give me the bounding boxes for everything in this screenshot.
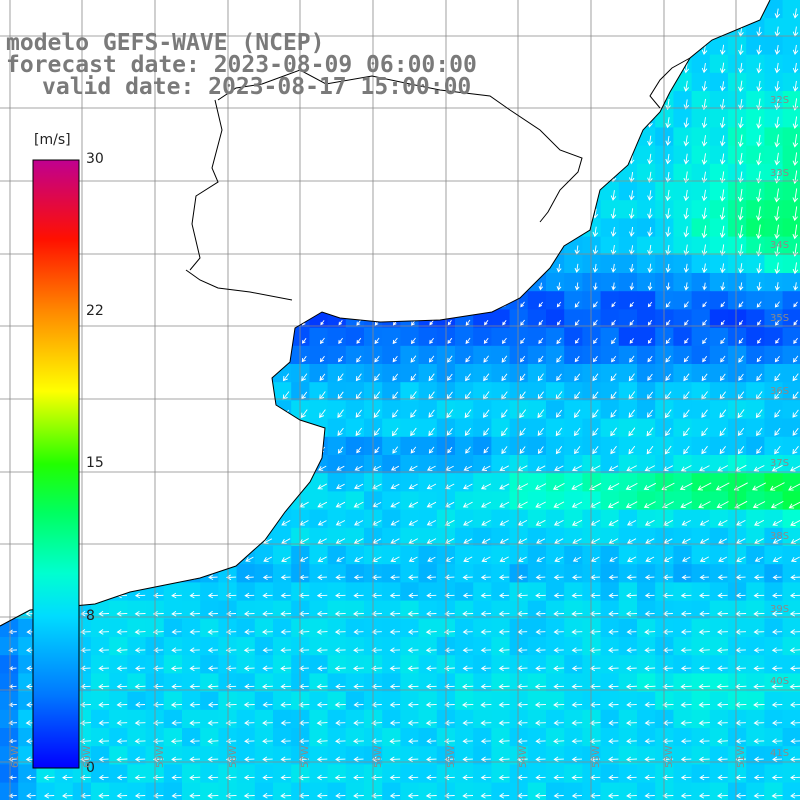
- lon-label: 52W: [664, 745, 675, 768]
- colorbar-tick-15: 15: [86, 455, 104, 471]
- lagoon-outline: [649, 57, 691, 109]
- map-title-model: modelo GEFS-WAVE (NCEP): [6, 30, 325, 56]
- border-line: [217, 69, 583, 223]
- lat-label: 37S: [770, 458, 790, 469]
- lat-label: 32S: [770, 95, 790, 106]
- lat-label: 33S: [770, 168, 790, 179]
- lat-label: 41S: [770, 748, 790, 759]
- map-title-forecast-date: forecast date: 2023-08-09 06:00:00: [6, 52, 477, 78]
- lon-label: 59W: [155, 745, 166, 768]
- lon-label: 55W: [446, 745, 457, 768]
- lat-label: 34S: [770, 240, 790, 251]
- lat-label: 38S: [770, 531, 790, 542]
- colorbar-tick-22: 22: [86, 303, 104, 319]
- lat-label: 36S: [770, 386, 790, 397]
- lat-label: 40S: [770, 676, 790, 687]
- colorbar: [32, 159, 80, 769]
- lon-label: 53W: [591, 745, 602, 768]
- lon-label: 54W: [518, 745, 529, 768]
- lon-label: 56W: [373, 745, 384, 768]
- lat-label: 35S: [770, 313, 790, 324]
- colorbar-unit: [m/s]: [34, 132, 71, 148]
- border-line: [189, 99, 223, 271]
- colorbar-tick-30: 30: [86, 151, 104, 167]
- lat-label: 39S: [770, 604, 790, 615]
- colorbar-tick-8: 8: [86, 608, 95, 624]
- coastline: [0, 0, 771, 627]
- lon-label: 51W: [736, 745, 747, 768]
- map-title-valid-date: valid date: 2023-08-17 15:00:00: [42, 74, 472, 100]
- river-plate-north-shore: [185, 269, 293, 301]
- colorbar-tick-0: 0: [86, 760, 95, 776]
- lon-label: 57W: [300, 745, 311, 768]
- lon-label: 61W: [10, 745, 21, 768]
- lon-label: 58W: [228, 745, 239, 768]
- lon-label: 60W: [82, 745, 93, 768]
